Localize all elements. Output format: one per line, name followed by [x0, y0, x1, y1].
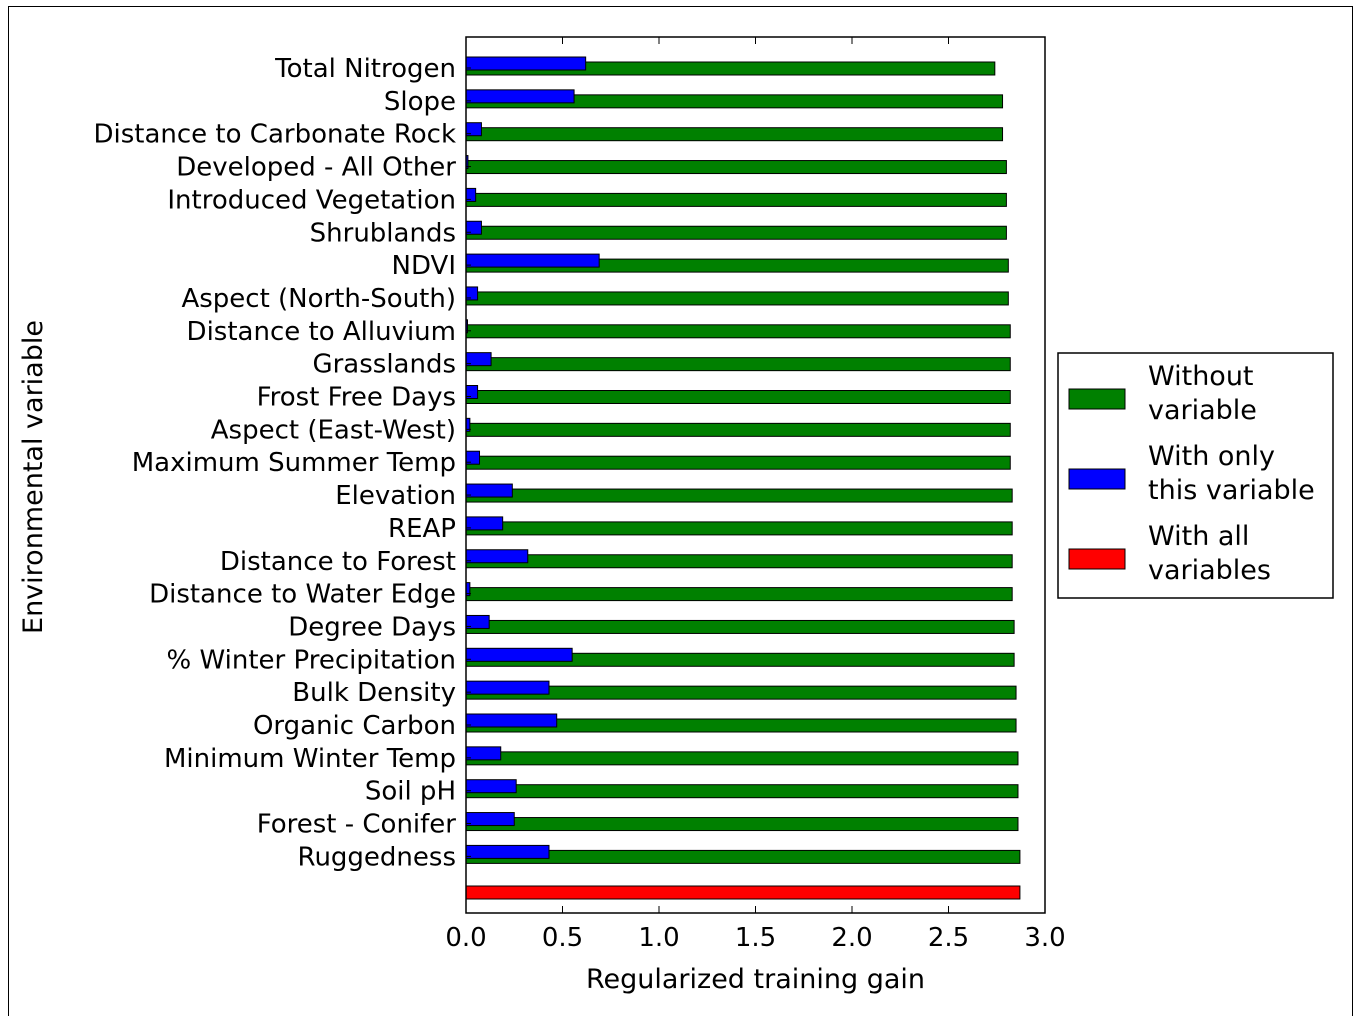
bar-with-only-this-variable	[465, 746, 502, 761]
bar-without-variable	[465, 225, 1007, 240]
bar-without-variable	[465, 521, 1013, 536]
y-axis-label: Environmental variable	[18, 320, 49, 634]
bar-with-only-this-variable	[465, 779, 517, 794]
bar-with-only-this-variable	[465, 516, 504, 531]
bar-with-all-variables	[465, 885, 1021, 900]
bar-without-variable	[465, 192, 1007, 207]
legend-swatch	[1068, 468, 1126, 490]
y-tick-label: Distance to Forest	[220, 547, 456, 577]
bar-without-variable	[465, 291, 1009, 306]
bar-without-variable	[465, 390, 1011, 404]
y-tick-label: Degree Days	[288, 612, 456, 642]
bar-without-variable	[465, 784, 1019, 799]
y-tick-label: Aspect (East-West)	[211, 415, 456, 445]
figure-frame	[8, 6, 1353, 1016]
bar-with-only-this-variable	[465, 89, 575, 104]
x-tick-label: 3.0	[1024, 923, 1065, 953]
bar-with-only-this-variable	[465, 812, 515, 827]
y-tick-label: Elevation	[335, 481, 456, 511]
bar-without-variable	[465, 817, 1019, 832]
x-tick-label: 1.5	[735, 923, 776, 953]
x-tick-label: 1.0	[638, 923, 679, 953]
x-axis-label: Regularized training gain	[586, 964, 925, 995]
legend-swatch	[1068, 388, 1126, 410]
x-tick-label: 2.5	[928, 923, 969, 953]
bar-without-variable	[465, 160, 1007, 175]
y-tick-label: Maximum Summer Temp	[132, 448, 456, 478]
y-tick-label: REAP	[388, 514, 456, 544]
bar-with-only-this-variable	[465, 483, 513, 498]
y-tick-label: Aspect (North-South)	[181, 284, 456, 314]
bar-with-only-this-variable	[465, 253, 600, 268]
plot-area	[465, 36, 1046, 914]
y-tick-label: Introduced Vegetation	[167, 185, 456, 215]
y-tick-label: Distance to Alluvium	[187, 317, 456, 347]
legend-label: With only	[1148, 441, 1275, 472]
y-tick-label: Shrublands	[310, 218, 456, 248]
x-tick-label: 0.0	[445, 923, 486, 953]
legend-label: variables	[1148, 555, 1271, 586]
bar-without-variable	[465, 127, 1004, 142]
y-tick-label: Total Nitrogen	[274, 54, 456, 84]
legend-label: this variable	[1148, 475, 1315, 506]
legend-label: variable	[1148, 395, 1257, 426]
y-tick-label: Slope	[384, 87, 456, 117]
bar-with-only-this-variable	[465, 713, 558, 728]
bar-without-variable	[465, 619, 1015, 634]
bar-without-variable	[465, 455, 1011, 470]
bar-without-variable	[465, 357, 1011, 372]
bar-with-only-this-variable	[465, 844, 550, 859]
legend-swatch	[1068, 548, 1126, 570]
y-tick-label: Organic Carbon	[253, 711, 456, 741]
bar-without-variable	[465, 488, 1013, 503]
x-tick-labels: 0.0 0.5 1.0 1.5 2.0 2.5 3.0	[445, 37, 1066, 953]
y-tick-label: Soil pH	[365, 777, 456, 807]
y-tick-label: Distance to Water Edge	[149, 580, 456, 610]
y-tick-label: NDVI	[392, 251, 456, 281]
y-tick-label: Distance to Carbonate Rock	[93, 120, 456, 150]
bar-without-variable	[465, 324, 1011, 339]
y-tick-label: Bulk Density	[292, 678, 456, 708]
y-tick-label: Forest - Conifer	[257, 810, 457, 840]
legend-label: With all	[1148, 521, 1249, 552]
y-tick-label: Minimum Winter Temp	[164, 744, 456, 774]
bar-without-variable	[465, 587, 1013, 602]
x-tick-label: 0.5	[542, 923, 583, 953]
bar-with-only-this-variable	[465, 56, 587, 71]
bar-with-only-this-variable	[465, 549, 529, 564]
y-tick-label: Frost Free Days	[257, 383, 456, 413]
y-tick-label: Developed - All Other	[176, 153, 456, 183]
bar-without-variable	[465, 751, 1019, 766]
bar-with-only-this-variable	[465, 647, 573, 662]
bar-without-variable	[465, 554, 1013, 569]
y-tick-label: Ruggedness	[298, 842, 456, 872]
y-tick-label: % Winter Precipitation	[167, 645, 456, 675]
bar-without-variable	[465, 422, 1011, 437]
bar-with-only-this-variable	[465, 680, 550, 695]
bars-layer	[465, 56, 1021, 900]
y-tick-label: Grasslands	[312, 350, 456, 380]
x-tick-label: 2.0	[831, 923, 872, 953]
legend-label: Without	[1148, 361, 1254, 392]
